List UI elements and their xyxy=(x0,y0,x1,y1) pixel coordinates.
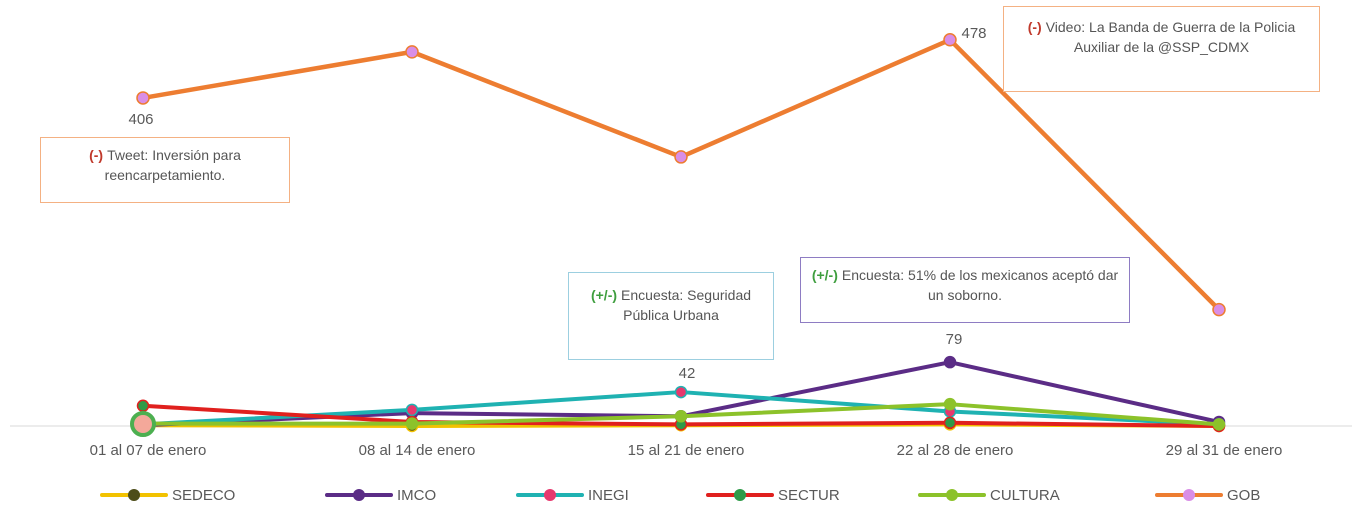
data-point-gob-1 xyxy=(405,45,419,59)
data-point-inegi-2 xyxy=(674,385,688,399)
x-tick-label: 29 al 31 de enero xyxy=(1166,442,1283,459)
data-point-gob-4 xyxy=(1212,302,1226,317)
annotation-tag: (+/-) xyxy=(811,267,838,283)
data-point-gob-2 xyxy=(674,150,688,164)
annotation-text: Encuesta: Seguridad Pública Urbana xyxy=(621,287,752,323)
data-point-sectur-0 xyxy=(136,399,150,413)
annotation-tag: (-) xyxy=(89,147,104,163)
legend-swatch xyxy=(325,483,393,507)
annotation-tag: (+/-) xyxy=(590,287,618,303)
legend-label: SECTUR xyxy=(778,486,840,504)
legend-swatch xyxy=(1155,483,1223,507)
legend-item-cultura: CULTURA xyxy=(918,483,1060,507)
legend-item-imco: IMCO xyxy=(325,483,436,507)
annotation-survey-urban-security: (+/-) Encuesta: Seguridad Pública Urbana xyxy=(568,272,774,360)
legend-label: GOB xyxy=(1227,486,1261,504)
data-point-cultura-3 xyxy=(943,397,957,411)
legend-swatch xyxy=(706,483,774,507)
legend-item-inegi: INEGI xyxy=(516,483,629,507)
data-label-imco-3: 79 xyxy=(946,331,963,348)
legend-label: INEGI xyxy=(588,486,629,504)
chart-legend: SEDECO IMCO INEGI SECTUR CULTURA GOB xyxy=(0,483,1362,507)
legend-label: SEDECO xyxy=(172,486,236,504)
annotation-tweet: (-) Tweet: Inversión para reencarpetamien… xyxy=(40,137,290,203)
x-tick-label: 08 al 14 de enero xyxy=(359,442,476,459)
data-label-gob-0: 406 xyxy=(128,111,153,128)
data-point-cultura-4 xyxy=(1212,418,1226,431)
highlight-marker xyxy=(130,411,156,437)
legend-swatch xyxy=(516,483,584,507)
data-label-gob-3: 478 xyxy=(961,25,986,42)
x-tick-label: 22 al 28 de enero xyxy=(897,442,1014,459)
legend-swatch xyxy=(100,483,168,507)
data-point-imco-3 xyxy=(943,355,957,369)
legend-swatch xyxy=(918,483,986,507)
x-tick-label: 01 al 07 de enero xyxy=(90,442,207,459)
data-point-cultura-1 xyxy=(405,417,419,430)
data-point-gob-3 xyxy=(943,33,957,47)
data-point-sectur-3 xyxy=(943,416,957,430)
line-chart: 406 478 42 79 01 al 07 de enero 08 al 14 de e… xyxy=(10,25,1352,459)
annotation-text: Tweet: Inversión para reencarpetamiento. xyxy=(104,147,241,183)
annotation-text: Video: La Banda de Guerra de la Policia … xyxy=(1045,19,1296,55)
annotation-survey-bribe: (+/-) Encuesta: 51% de los mexicanos acep… xyxy=(800,257,1130,323)
legend-label: CULTURA xyxy=(990,486,1060,504)
data-point-gob-0 xyxy=(136,91,150,105)
legend-item-sectur: SECTUR xyxy=(706,483,840,507)
legend-item-gob: GOB xyxy=(1155,483,1260,507)
legend-label: IMCO xyxy=(397,486,437,504)
data-point-inegi-1 xyxy=(405,403,419,417)
annotation-video: (-) Video: La Banda de Guerra de la Polic… xyxy=(1003,6,1320,92)
x-tick-label: 15 al 21 de enero xyxy=(628,442,745,459)
annotation-text: Encuesta: 51% de los mexicanos aceptó da… xyxy=(841,267,1119,303)
legend-item-sedeco: SEDECO xyxy=(100,483,235,507)
annotation-tag: (-) xyxy=(1027,19,1042,35)
data-label-inegi-2: 42 xyxy=(679,365,696,382)
data-point-cultura-2 xyxy=(674,410,688,423)
